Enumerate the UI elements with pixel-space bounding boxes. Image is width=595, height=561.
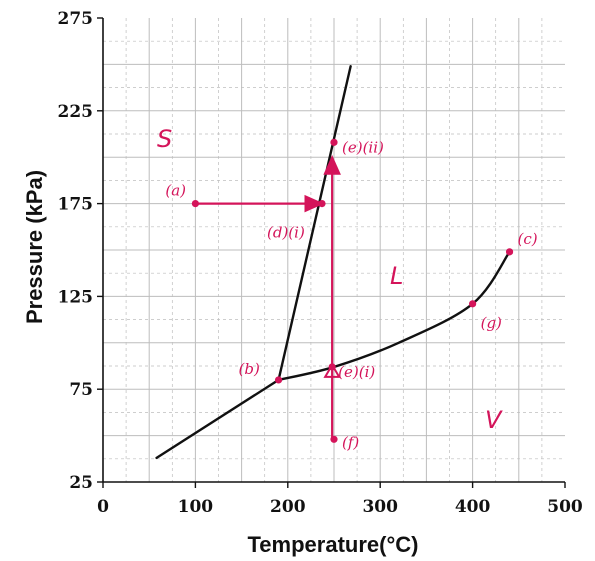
x-tick-label: 400 xyxy=(455,497,491,517)
y-tick-label: 175 xyxy=(58,195,94,215)
grid xyxy=(103,18,565,482)
axes: 0 100 200 300 400 500 25 75 125 175 225 275 xyxy=(58,9,583,517)
y-tick-label: 225 xyxy=(58,102,94,122)
state-point-label: (f) xyxy=(342,433,359,451)
state-point-label: (b) xyxy=(239,360,260,378)
x-tick-label: 500 xyxy=(547,497,583,517)
state-point-label: (g) xyxy=(481,314,502,332)
state-point-label: (e)(i) xyxy=(338,363,375,381)
region-label-liquid: L xyxy=(390,262,403,290)
x-tick-label: 100 xyxy=(178,497,214,517)
state-point-label: (e)(ii) xyxy=(342,138,384,156)
solid-vapor-curve xyxy=(155,378,280,460)
state-point-marker xyxy=(505,248,514,256)
state-point-marker xyxy=(328,363,336,371)
y-tick-label: 125 xyxy=(58,287,94,307)
y-tick-label: 25 xyxy=(69,473,93,493)
x-tick-label: 300 xyxy=(362,497,398,517)
state-point-marker xyxy=(274,376,283,384)
state-point-marker xyxy=(191,200,199,208)
x-tick-label: 0 xyxy=(97,497,109,517)
solid-liquid-curve xyxy=(277,65,352,382)
region-label-vapor: V xyxy=(485,406,503,434)
state-point-label: (d)(i) xyxy=(267,224,305,242)
x-axis-title: Temperature(°C) xyxy=(248,532,419,557)
state-point-marker xyxy=(318,200,326,208)
x-tick-label: 200 xyxy=(270,497,306,517)
region-label-solid: S xyxy=(157,125,172,153)
state-point-marker xyxy=(330,138,338,146)
y-tick-label: 275 xyxy=(58,9,94,29)
y-axis-title: Pressure (kPa) xyxy=(22,170,47,324)
state-point-label: (a) xyxy=(165,182,186,200)
y-tick-label: 75 xyxy=(69,380,93,400)
triangle-marker-icon xyxy=(323,362,341,378)
state-point-label: (c) xyxy=(518,230,538,248)
liquid-vapor-curve xyxy=(277,250,511,382)
process-arrows xyxy=(195,154,341,440)
phase-curves xyxy=(155,65,511,460)
state-point-marker xyxy=(469,300,477,308)
state-point-marker xyxy=(330,435,338,443)
state-points: (a) (b) (c) (d)(i) (e)(i) (e)(ii) (f) (g) xyxy=(165,138,537,451)
